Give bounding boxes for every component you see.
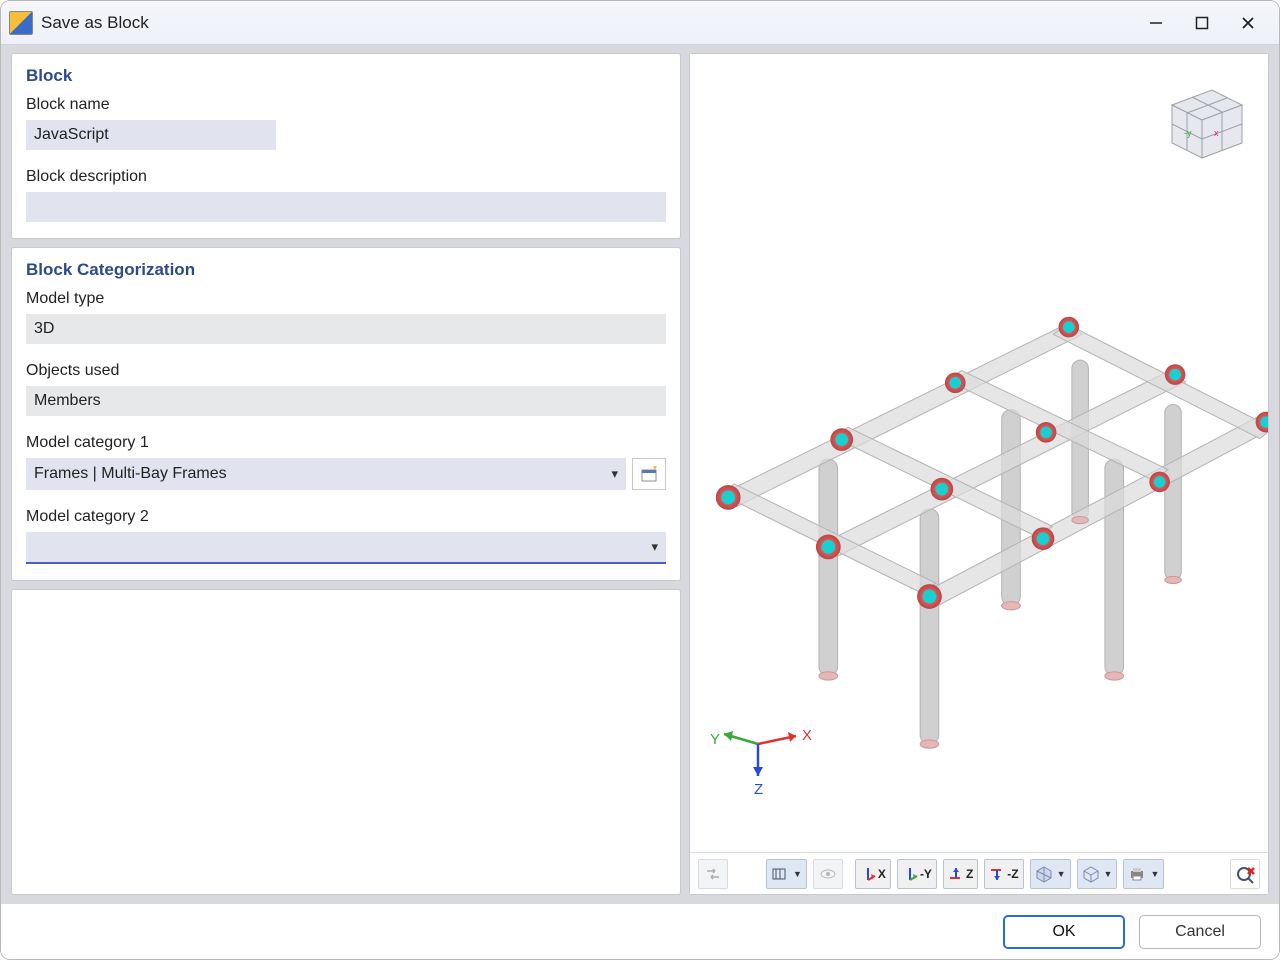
dialog-body: Block Block name Block description Block… — [1, 45, 1279, 903]
title-bar: Save as Block — [1, 1, 1279, 45]
cat2-label: Model category 2 — [26, 508, 666, 526]
block-name-input[interactable] — [26, 120, 276, 150]
empty-panel — [11, 589, 681, 895]
view-neg-y-button[interactable]: -Y — [897, 859, 937, 889]
window-title: Save as Block — [41, 13, 149, 33]
cat1-select[interactable]: Frames | Multi-Bay Frames ▾ — [26, 458, 626, 490]
axis-triad-icon: X Y Z — [708, 714, 818, 804]
left-column: Block Block name Block description Block… — [11, 53, 681, 895]
model-type-label: Model type — [26, 290, 666, 308]
axis-y-label: Y — [710, 731, 720, 748]
dialog-window: Save as Block Block Block name Block des… — [0, 0, 1280, 960]
cat1-value: Frames | Multi-Bay Frames — [34, 465, 227, 483]
app-icon — [9, 11, 33, 35]
ok-button[interactable]: OK — [1003, 915, 1125, 949]
categorization-panel: Block Categorization Model type 3D Objec… — [11, 247, 681, 581]
block-panel: Block Block name Block description — [11, 53, 681, 239]
cat1-new-button[interactable] — [632, 458, 666, 490]
reset-view-button[interactable] — [1230, 859, 1260, 889]
categorization-title: Block Categorization — [26, 260, 666, 280]
cancel-button[interactable]: Cancel — [1139, 915, 1261, 949]
view-z-button[interactable]: Z — [943, 859, 978, 889]
block-desc-input[interactable] — [26, 192, 666, 222]
view-neg-z-button[interactable]: -Z — [984, 859, 1023, 889]
preview-toolbar: ▼ X -Y Z — [690, 852, 1268, 894]
wire-view-button[interactable]: ▼ — [1077, 859, 1118, 889]
block-desc-label: Block description — [26, 168, 666, 186]
model-type-value: 3D — [26, 314, 666, 344]
axis-x-label: X — [802, 727, 812, 744]
dialog-footer: OK Cancel — [1, 903, 1279, 959]
preview-panel: x -y — [689, 53, 1269, 895]
swap-views-button[interactable] — [698, 859, 728, 889]
iso-view-button[interactable]: ▼ — [1030, 859, 1071, 889]
minimize-button[interactable] — [1133, 7, 1179, 39]
block-panel-title: Block — [26, 66, 666, 86]
maximize-button[interactable] — [1179, 7, 1225, 39]
dim-settings-button[interactable]: ▼ — [766, 859, 807, 889]
objects-used-value: Members — [26, 386, 666, 416]
chevron-down-icon: ▾ — [611, 466, 618, 482]
block-name-label: Block name — [26, 96, 666, 114]
viewport-3d[interactable]: x -y — [690, 54, 1268, 852]
axis-z-label: Z — [754, 781, 763, 798]
view-x-button[interactable]: X — [855, 859, 891, 889]
chevron-down-icon: ▾ — [651, 539, 658, 555]
objects-used-label: Objects used — [26, 362, 666, 380]
cat1-label: Model category 1 — [26, 434, 666, 452]
cat2-select[interactable]: ▾ — [26, 532, 666, 564]
close-button[interactable] — [1225, 7, 1271, 39]
print-button[interactable]: ▼ — [1123, 859, 1164, 889]
visibility-button[interactable] — [813, 859, 843, 889]
